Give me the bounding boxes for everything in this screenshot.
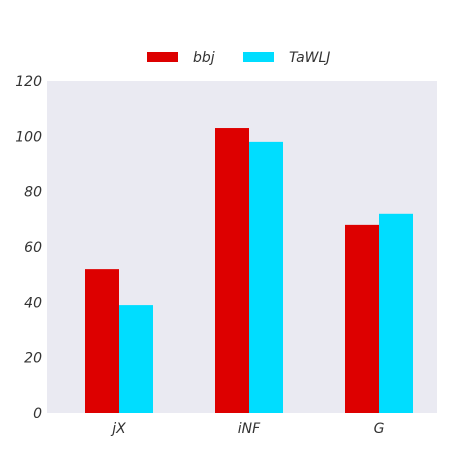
y-tick-label: 20 [24,351,42,367]
legend-swatch-TaWLJ [243,52,274,62]
bar-TaWLJ-jX [119,305,153,413]
bar-bbj-iNF [215,128,249,414]
bar-bbj-G [345,224,379,413]
y-tick-label: 100 [15,129,42,145]
bar-bbj-jX [85,269,119,413]
x-tick-label: G [374,421,385,437]
y-tick-label: 0 [33,406,42,422]
x-tick-label: jX [110,421,126,437]
x-tick-label: iNF [238,421,261,437]
legend: bbj TaWLJ [147,50,330,66]
legend-label-TaWLJ: TaWLJ [289,50,330,66]
y-tick-label: 120 [15,74,42,90]
legend-label-bbj: bbj [193,50,215,66]
x-axis-ticks: jX iNF G [110,421,384,437]
y-axis-ticks: 0 20 40 60 80 100 120 [15,74,42,422]
y-tick-label: 60 [24,240,42,256]
legend-swatch-bbj [147,52,178,62]
y-tick-label: 40 [24,295,42,311]
y-tick-label: 80 [24,185,42,201]
bars [85,128,413,414]
bar-TaWLJ-iNF [249,141,283,413]
bar-TaWLJ-G [379,213,413,413]
